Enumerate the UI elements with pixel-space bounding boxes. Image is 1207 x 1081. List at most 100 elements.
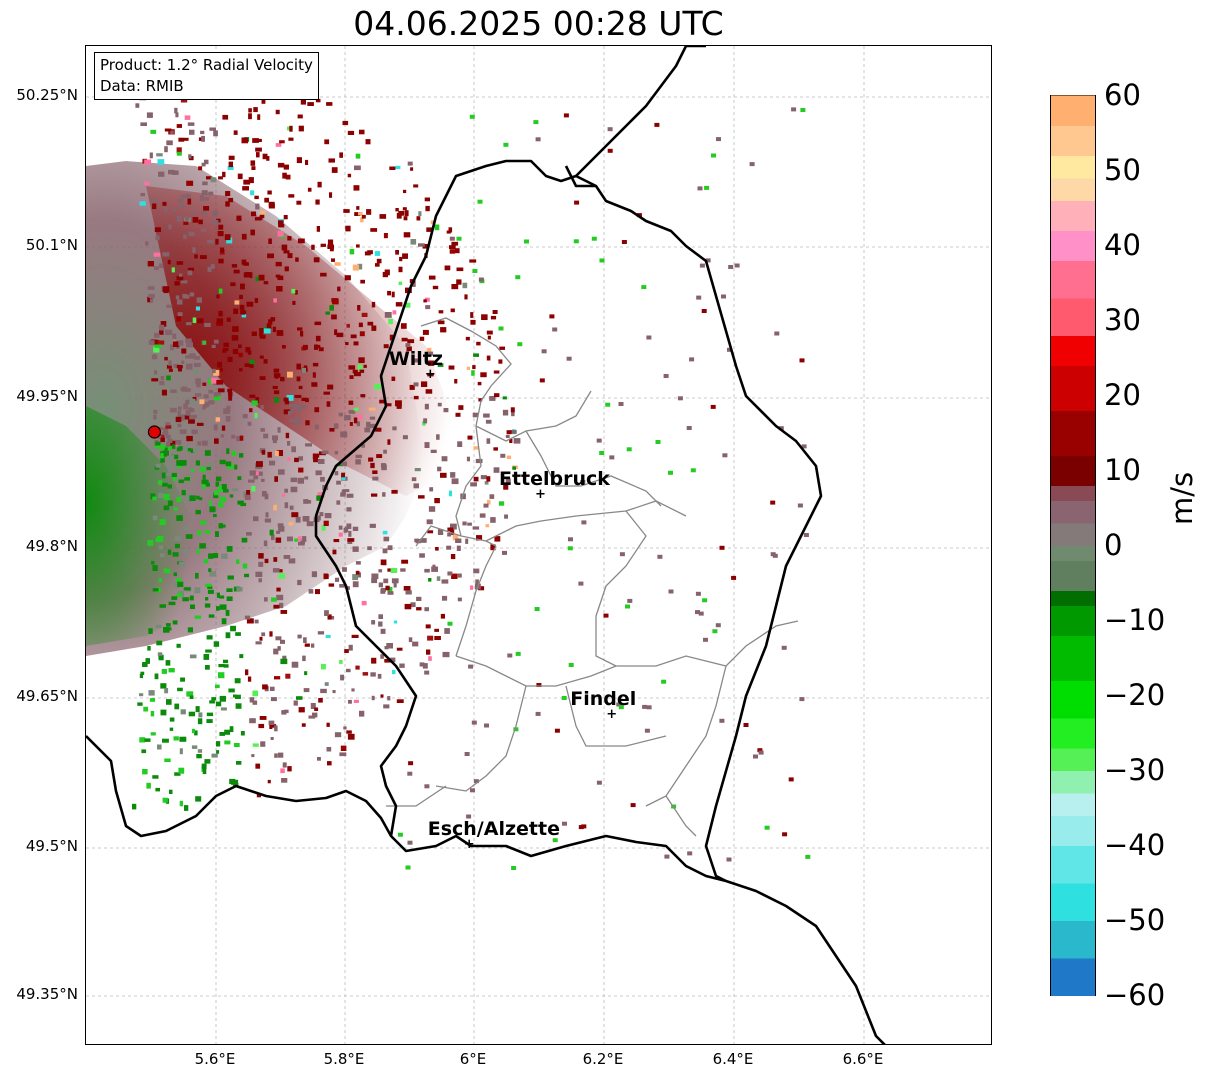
echo-pixel (393, 581, 397, 588)
echo-pixel (201, 484, 206, 489)
echo-pixel (426, 649, 431, 655)
echo-pixel (235, 632, 241, 636)
echo-pixel (351, 688, 355, 692)
echo-pixel (151, 378, 159, 382)
echo-pixel (247, 676, 252, 682)
echo-pixel (349, 248, 355, 255)
echo-pixel (353, 185, 360, 191)
echo-pixel (194, 730, 198, 736)
echo-pixel (466, 456, 470, 462)
echo-pixel (232, 348, 239, 355)
echo-pixel (451, 573, 458, 579)
echo-pixel (403, 586, 411, 591)
echo-pixel (574, 200, 580, 205)
echo-pixel (371, 573, 379, 580)
echo-pixel (398, 210, 405, 216)
echo-pixel (165, 329, 173, 335)
echo-pixel (283, 555, 291, 559)
echo-pixel (200, 228, 207, 232)
echo-pixel (359, 331, 365, 337)
echo-pixel (405, 590, 412, 595)
echo-pixel (257, 114, 261, 120)
echo-pixel (162, 482, 168, 487)
echo-pixel (705, 258, 711, 263)
echo-pixel (360, 279, 365, 284)
lat-tick: 49.8°N (25, 537, 78, 555)
echo-pixel (164, 758, 171, 763)
echo-pixel (413, 395, 419, 400)
echo-pixel (186, 180, 194, 186)
echo-pixel (186, 322, 192, 326)
echo-pixel (313, 257, 320, 263)
echo-pixel (719, 545, 725, 550)
echo-pixel (236, 215, 242, 221)
echo-pixel (450, 554, 456, 560)
echo-pixel (261, 478, 265, 482)
echo-pixel (166, 699, 172, 705)
echo-pixel (471, 370, 475, 376)
echo-pixel (470, 585, 473, 590)
echo-pixel (204, 197, 210, 201)
echo-pixel (689, 357, 695, 362)
echo-pixel (348, 400, 354, 405)
echo-pixel (174, 107, 178, 114)
colorbar-band (1051, 335, 1095, 366)
echo-pixel (232, 488, 239, 492)
map-area[interactable] (85, 45, 992, 1045)
echo-pixel (178, 204, 185, 208)
colorbar-band (1051, 545, 1095, 561)
echo-pixel (252, 690, 258, 697)
echo-pixel (183, 234, 187, 239)
echo-pixel (408, 761, 414, 766)
echo-pixel (696, 295, 702, 300)
echo-pixel (188, 407, 192, 413)
echo-pixel (371, 325, 377, 331)
echo-pixel (297, 238, 305, 244)
echo-pixel (289, 418, 297, 423)
echo-pixel (146, 112, 153, 118)
echo-pixel (175, 416, 182, 423)
echo-pixel (535, 137, 541, 142)
echo-pixel (646, 705, 652, 710)
echo-pixel (349, 375, 354, 379)
echo-pixel (379, 214, 387, 219)
echo-pixel (420, 538, 427, 543)
echo-pixel (146, 782, 151, 789)
echo-pixel (414, 468, 421, 472)
echo-pixel (158, 578, 162, 583)
echo-pixel (334, 451, 339, 455)
colorbar-band (1051, 590, 1095, 606)
echo-pixel (425, 624, 431, 629)
echo-pixel (236, 559, 240, 564)
echo-pixel (171, 596, 178, 600)
echo-pixel (205, 649, 212, 653)
echo-pixel (184, 137, 189, 141)
echo-pixel (357, 572, 361, 578)
echo-pixel (803, 533, 809, 537)
echo-pixel (280, 658, 288, 665)
echo-pixel (185, 534, 193, 539)
echo-pixel (168, 458, 172, 462)
echo-pixel (208, 191, 214, 196)
echo-pixel (399, 256, 403, 262)
echo-pixel (316, 515, 321, 521)
echo-pixel (227, 575, 234, 580)
echo-pixel (504, 514, 508, 519)
echo-pixel (211, 753, 218, 758)
city-marker: + (535, 487, 546, 502)
echo-pixel (447, 621, 453, 626)
echo-pixel (240, 731, 245, 736)
echo-pixel (376, 454, 383, 458)
echo-pixel (204, 530, 211, 534)
echo-pixel (178, 137, 185, 142)
echo-pixel (228, 396, 233, 401)
echo-pixel (282, 493, 286, 497)
echo-pixel (294, 404, 300, 410)
echo-pixel (703, 637, 708, 642)
echo-pixel (235, 703, 242, 709)
echo-pixel (244, 363, 250, 367)
echo-pixel (347, 733, 355, 740)
echo-pixel (371, 695, 375, 701)
echo-pixel (370, 462, 375, 469)
echo-pixel (177, 198, 183, 203)
